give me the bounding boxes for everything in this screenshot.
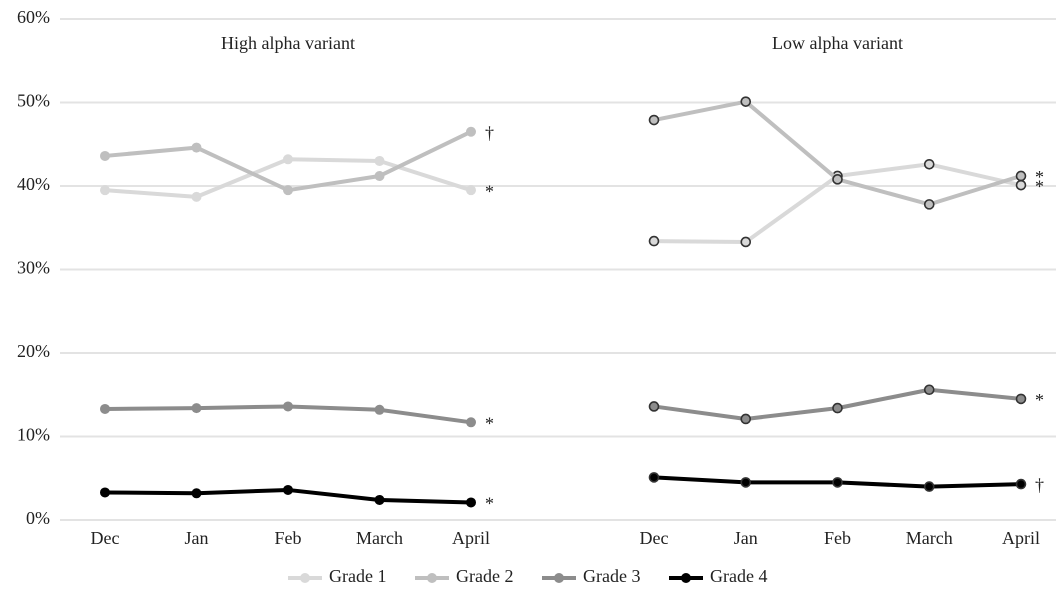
point <box>648 235 660 247</box>
series-line <box>653 99 1022 207</box>
point <box>740 477 752 488</box>
point <box>100 150 110 161</box>
legend-label: Grade 2 <box>456 566 513 586</box>
legend-marker <box>300 573 310 583</box>
x-tick-label: April <box>452 528 490 548</box>
end-label: † <box>1035 475 1044 495</box>
point <box>374 155 385 166</box>
point <box>374 494 385 505</box>
point <box>374 404 385 415</box>
point <box>740 96 752 107</box>
point <box>283 401 293 412</box>
panel-title: High alpha variant <box>221 33 355 53</box>
y-tick-label: 60% <box>17 7 50 27</box>
point <box>283 154 293 165</box>
y-tick-label: 40% <box>17 174 50 194</box>
point <box>374 170 385 181</box>
end-label: * <box>485 181 494 201</box>
point <box>740 413 752 425</box>
point <box>1015 179 1027 191</box>
x-tick-label: Feb <box>824 528 851 548</box>
point <box>100 185 110 196</box>
point <box>100 487 110 498</box>
end-label: * <box>1035 390 1044 410</box>
point <box>648 472 660 483</box>
x-tick-label: Dec <box>91 528 120 548</box>
end-label: * <box>485 494 494 514</box>
legend-label: Grade 1 <box>329 566 386 586</box>
panel-title: Low alpha variant <box>772 33 903 53</box>
legend-marker <box>427 573 437 583</box>
point <box>740 236 752 248</box>
point <box>923 481 935 492</box>
end-label: * <box>485 413 494 433</box>
point <box>466 185 476 196</box>
point <box>832 174 843 185</box>
point <box>1015 170 1027 182</box>
point <box>832 477 843 488</box>
end-label: * <box>1035 176 1044 196</box>
point <box>923 384 935 396</box>
x-tick-label: Dec <box>640 528 669 548</box>
point <box>648 114 660 126</box>
point <box>1015 478 1027 490</box>
end-label: † <box>485 123 494 143</box>
x-tick-label: March <box>356 528 403 548</box>
end-label: * <box>1035 167 1044 187</box>
x-tick-label: Jan <box>734 528 758 548</box>
y-tick-label: 30% <box>17 258 50 278</box>
point <box>191 142 202 153</box>
legend-label: Grade 3 <box>583 566 640 586</box>
y-tick-label: 0% <box>26 508 50 528</box>
point <box>191 191 202 202</box>
legend-marker <box>554 573 564 583</box>
point <box>100 403 110 414</box>
point <box>283 185 293 196</box>
point <box>466 497 476 508</box>
x-tick-label: April <box>1002 528 1040 548</box>
x-tick-label: March <box>906 528 953 548</box>
point <box>191 488 202 499</box>
point <box>466 126 476 137</box>
x-tick-label: Jan <box>185 528 209 548</box>
point <box>1015 393 1027 405</box>
point <box>648 401 660 412</box>
y-tick-label: 20% <box>17 341 50 361</box>
legend-label: Grade 4 <box>710 566 767 586</box>
point <box>466 417 476 428</box>
point <box>923 158 935 170</box>
point <box>191 403 202 414</box>
legend-marker <box>681 573 691 583</box>
point <box>923 199 935 210</box>
x-tick-label: Feb <box>275 528 302 548</box>
y-tick-label: 10% <box>17 425 50 445</box>
point <box>283 484 293 495</box>
point <box>832 402 843 414</box>
y-tick-label: 50% <box>17 91 50 111</box>
